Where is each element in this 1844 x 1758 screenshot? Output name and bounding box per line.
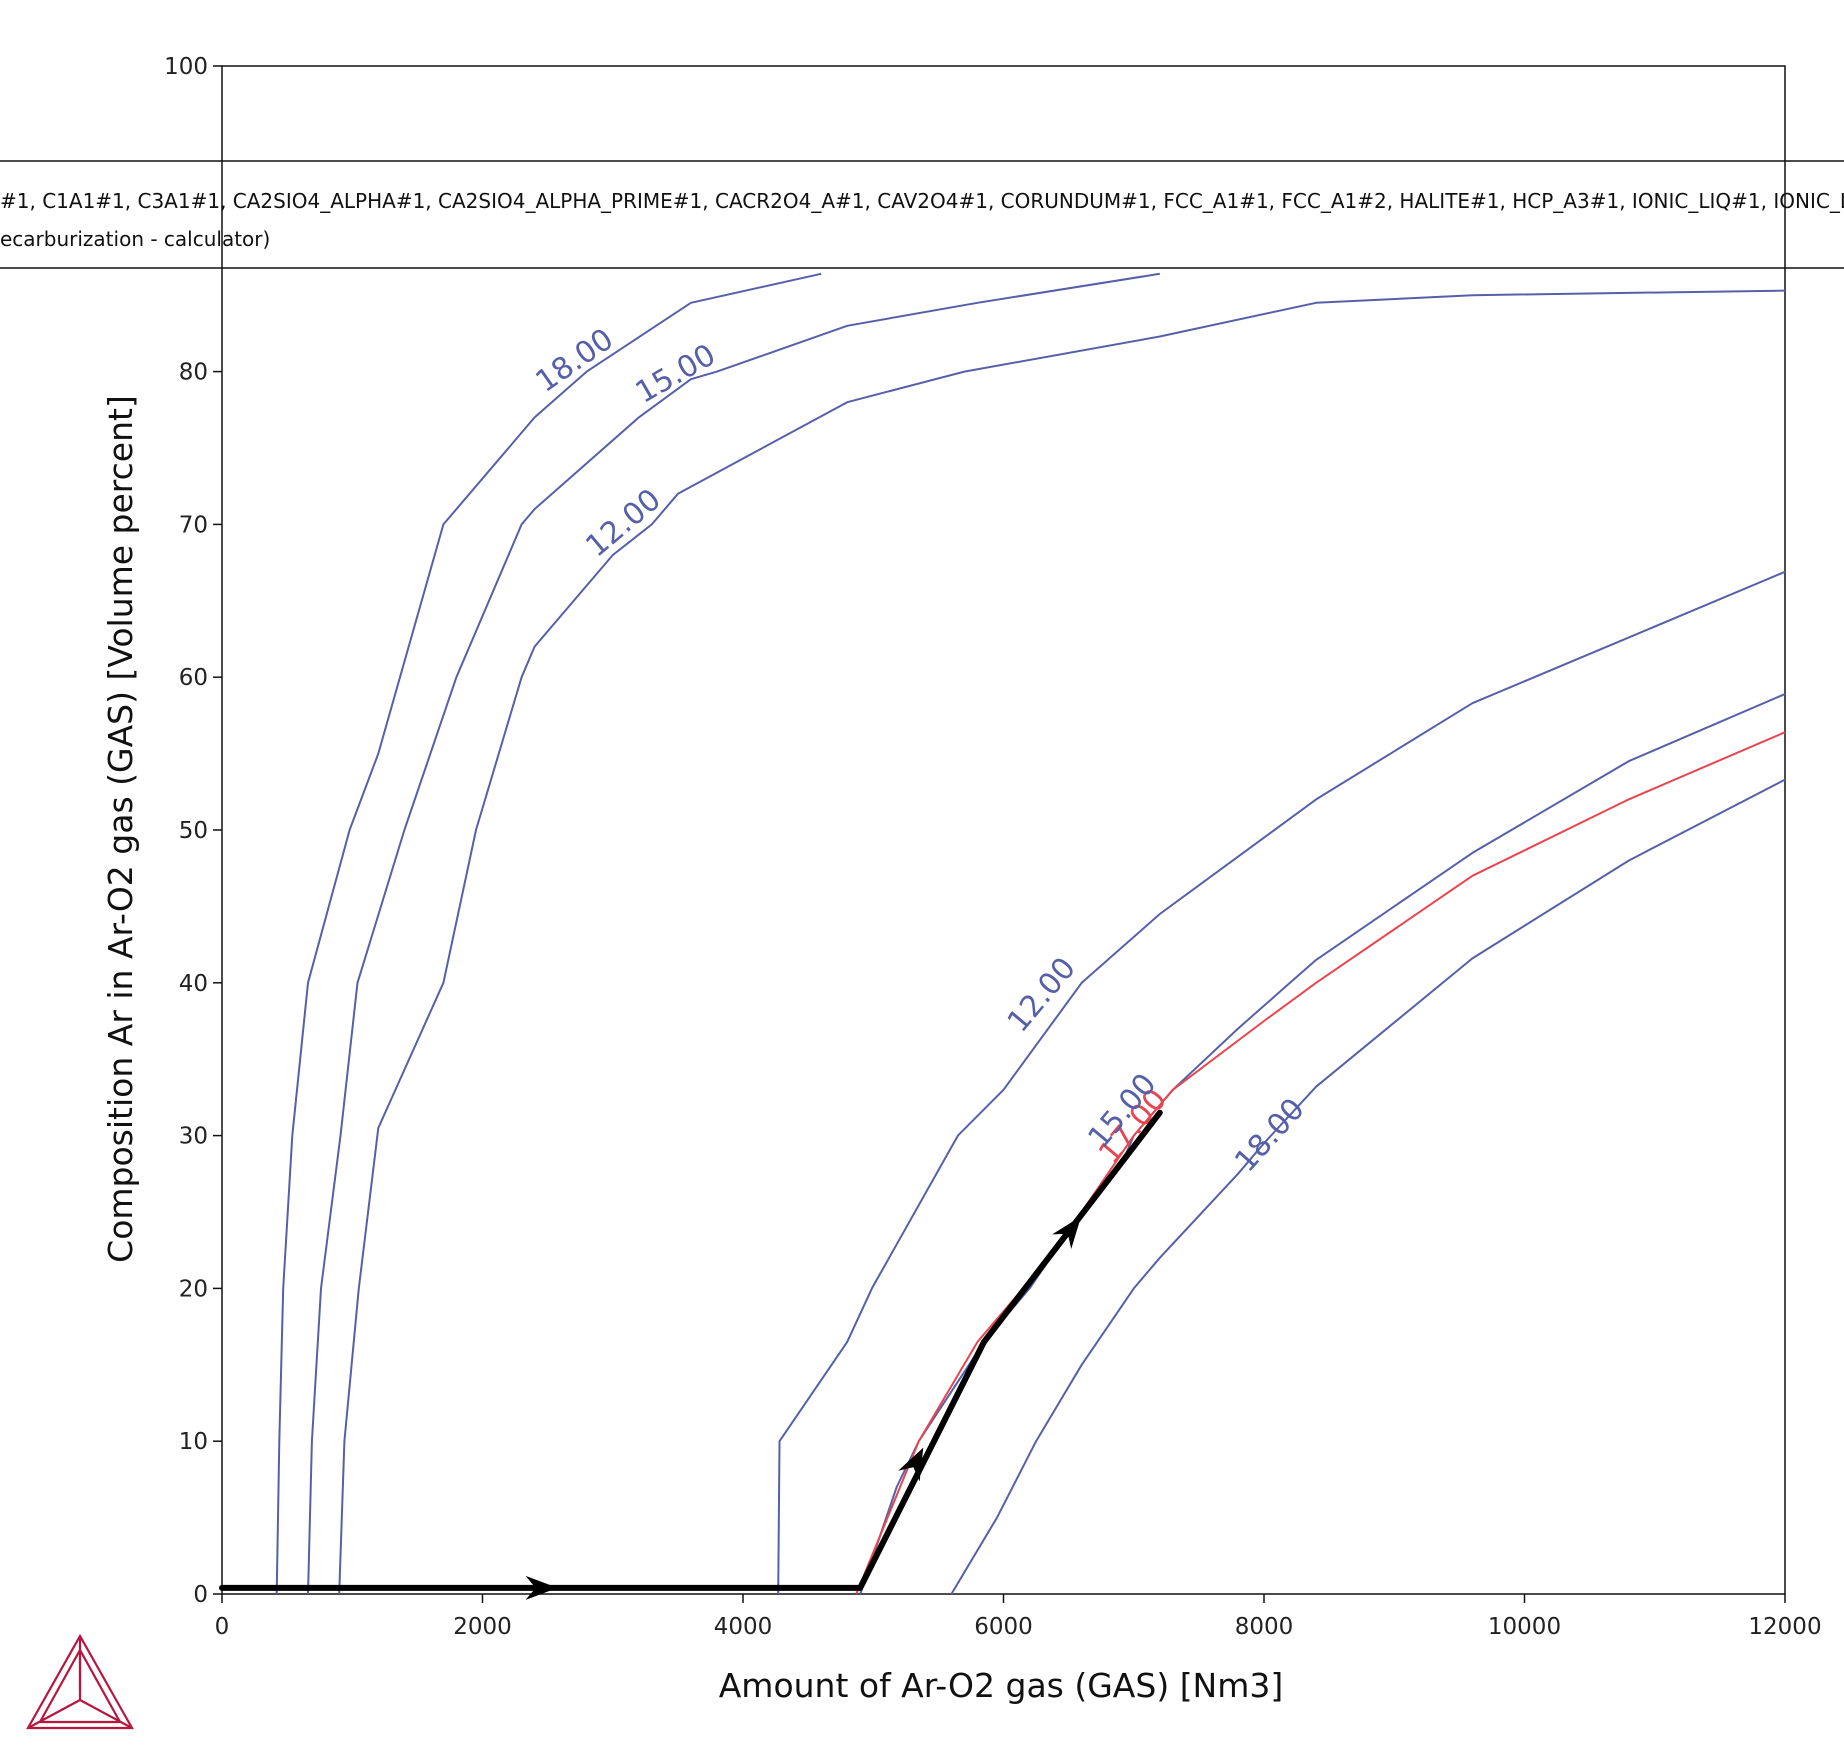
y-tick-label: 50	[179, 818, 208, 844]
legend-line-1: #1, C1A1#1, C3A1#1, CA2SIO4_ALPHA#1, CA2…	[0, 189, 1844, 213]
contour-line-15-00	[859, 693, 1786, 1595]
contour-value-label: 12.00	[1001, 951, 1083, 1039]
contour-value-label: 12.00	[579, 482, 667, 564]
y-tick-label: 100	[164, 54, 208, 80]
plot-frame	[221, 65, 1786, 1595]
contour-line-18-00	[950, 778, 1786, 1595]
contour-line-12-00	[777, 570, 1786, 1595]
contour-value-label: 15.00	[630, 337, 722, 410]
y-tick-label: 40	[179, 971, 208, 997]
x-tick-label: 4000	[714, 1614, 773, 1640]
x-tick-label: 8000	[1235, 1614, 1294, 1640]
contour-line-15-00	[307, 272, 1160, 1595]
y-tick-label: 0	[193, 1582, 208, 1608]
x-tick-label: 12000	[1748, 1614, 1821, 1640]
x-tick-label: 10000	[1488, 1614, 1561, 1640]
y-tick-label: 80	[179, 360, 208, 386]
y-tick-label: 20	[179, 1276, 208, 1302]
y-tick-label: 10	[179, 1429, 208, 1455]
contour-value-label: 18.00	[1228, 1092, 1311, 1179]
legend-box: #1, C1A1#1, C3A1#1, CA2SIO4_ALPHA#1, CA2…	[0, 160, 1844, 269]
x-tick-label: 0	[215, 1614, 230, 1640]
contour-line-12-00	[338, 289, 1786, 1595]
arrow-icon	[525, 1575, 558, 1600]
axis-ticks: 0 2000 4000 6000 8000 10000 12000 0 10 20 30 40 50 60…	[164, 54, 1821, 1640]
y-axis-title: Composition Ar in Ar-O2 gas (GAS) [Volum…	[101, 395, 140, 1263]
x-tick-label: 6000	[974, 1614, 1033, 1640]
arrow-icon	[1052, 1216, 1082, 1249]
thermo-calc-logo-icon	[26, 1633, 134, 1730]
contour-lines	[275, 272, 1786, 1595]
arrow-icon	[898, 1447, 924, 1482]
y-tick-label: 70	[179, 512, 208, 538]
y-tick-label: 30	[179, 1124, 208, 1150]
process-path-line	[219, 1109, 1163, 1591]
y-tick-label: 60	[179, 665, 208, 691]
contour-line-17-00	[855, 731, 1786, 1595]
contour-value-label: 18.00	[530, 322, 620, 400]
x-tick-label: 2000	[453, 1614, 512, 1640]
legend-line-2: ecarburization - calculator)	[0, 227, 270, 251]
process-path	[219, 1109, 1163, 1600]
x-axis-title: Amount of Ar-O2 gas (GAS) [Nm3]	[719, 1666, 1284, 1705]
contour-line-18-00	[275, 272, 822, 1595]
